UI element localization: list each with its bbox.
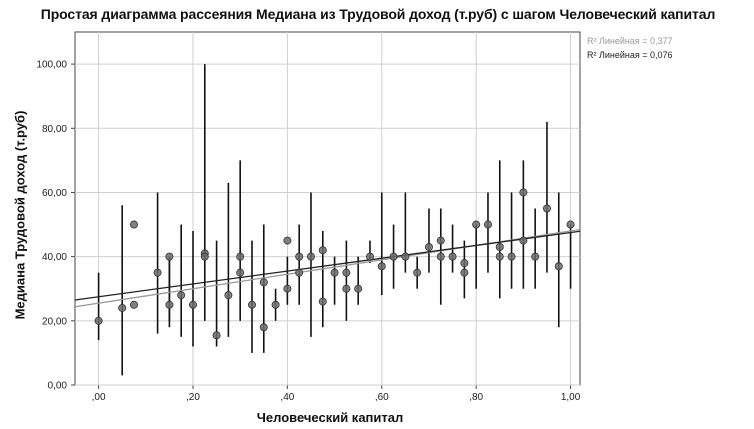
y-axis-label: Медиана Трудовой доход (т.руб) — [12, 110, 28, 320]
data-point — [365, 252, 374, 261]
data-point — [448, 252, 457, 261]
legend-entry-1: R² Линейная = 0,377 — [587, 36, 673, 46]
data-point — [519, 236, 528, 245]
data-point — [94, 316, 103, 325]
data-point — [436, 252, 445, 261]
data-point — [413, 268, 422, 277]
y-tick-label: 80,00 — [42, 124, 67, 135]
data-point — [401, 252, 410, 261]
data-point — [200, 252, 209, 261]
data-point — [566, 220, 575, 229]
data-point — [495, 252, 504, 261]
x-tick-label: ,20 — [186, 392, 200, 403]
data-point — [389, 252, 398, 261]
data-point — [271, 300, 280, 309]
data-point — [377, 262, 386, 271]
legend-entry-2: R² Линейная = 0,076 — [587, 50, 673, 60]
data-point — [177, 291, 186, 300]
data-point — [295, 252, 304, 261]
data-point — [318, 246, 327, 255]
x-tick-label: ,00 — [92, 392, 106, 403]
x-tick-label: ,40 — [280, 392, 294, 403]
data-point — [118, 303, 127, 312]
data-point — [236, 252, 245, 261]
y-tick-label: 60,00 — [42, 188, 67, 199]
data-point — [460, 259, 469, 268]
y-tick-label: 0,00 — [48, 381, 68, 392]
data-point — [247, 300, 256, 309]
data-point — [483, 220, 492, 229]
data-point — [507, 252, 516, 261]
data-point — [188, 300, 197, 309]
data-point — [283, 284, 292, 293]
data-point — [129, 300, 138, 309]
data-point — [165, 300, 174, 309]
data-point — [531, 252, 540, 261]
data-point — [342, 284, 351, 293]
data-point — [542, 204, 551, 213]
data-point — [283, 236, 292, 245]
x-tick-label: ,80 — [469, 392, 483, 403]
data-point — [342, 268, 351, 277]
data-point — [330, 268, 339, 277]
data-point — [129, 220, 138, 229]
data-point — [212, 331, 221, 340]
data-point — [554, 262, 563, 271]
y-tick-label: 20,00 — [42, 316, 67, 327]
data-point — [318, 297, 327, 306]
y-tick-label: 40,00 — [42, 252, 67, 263]
data-point — [224, 291, 233, 300]
data-point — [259, 323, 268, 332]
data-point — [472, 220, 481, 229]
x-axis-label: Человеческий капитал — [256, 410, 404, 425]
chart-title: Простая диаграмма рассеяния Медиана из Т… — [40, 6, 716, 22]
data-point — [354, 284, 363, 293]
data-point — [519, 188, 528, 197]
data-point — [153, 268, 162, 277]
x-tick-label: ,60 — [375, 392, 389, 403]
fit-line-2 — [74, 230, 581, 301]
data-point — [460, 268, 469, 277]
chart-legend: R² Линейная = 0,377 R² Линейная = 0,076 — [587, 34, 673, 62]
data-point — [236, 268, 245, 277]
data-point — [495, 243, 504, 252]
plot-frame — [74, 31, 581, 386]
data-point — [436, 236, 445, 245]
y-tick-label: 100,00 — [36, 60, 67, 71]
data-point — [295, 268, 304, 277]
data-point — [165, 252, 174, 261]
data-point — [259, 278, 268, 287]
data-point — [306, 252, 315, 261]
x-tick-label: 1,00 — [561, 392, 581, 403]
data-point — [424, 243, 433, 252]
